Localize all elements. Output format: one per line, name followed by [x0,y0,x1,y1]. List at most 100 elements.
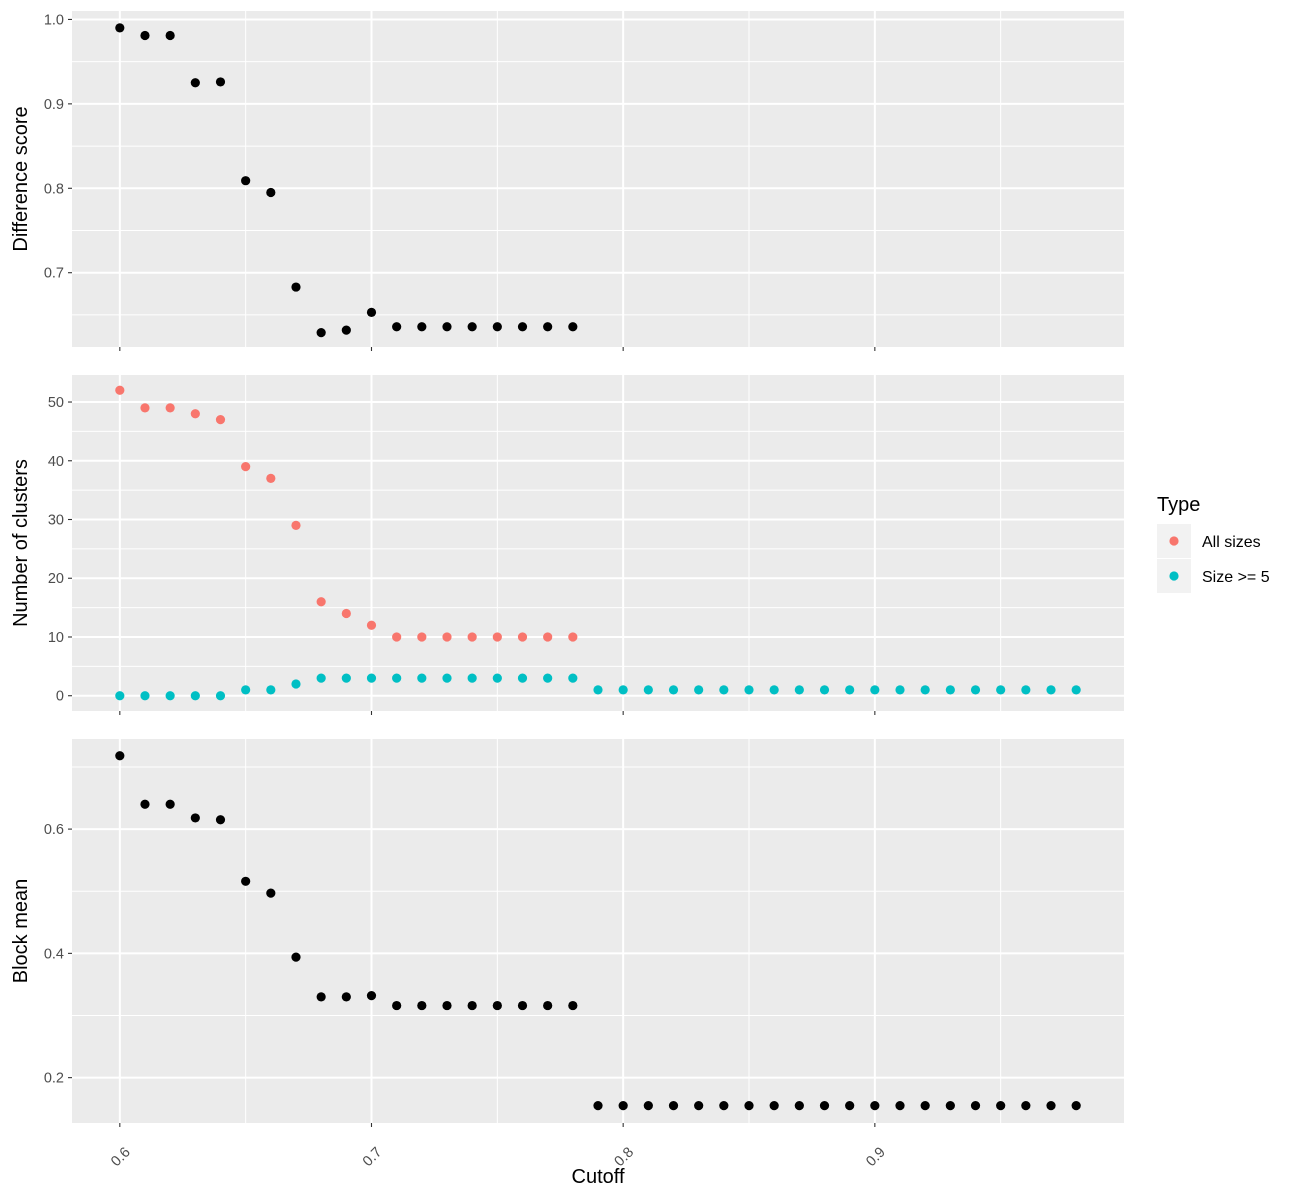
data-point [819,685,830,695]
data-point [643,685,653,695]
data-point [970,1101,981,1111]
data-point [392,1000,402,1011]
data-point [341,608,351,619]
y-tick-label: 40 [48,454,64,470]
data-point [392,673,402,683]
data-point [366,673,377,683]
data-point [140,30,150,41]
y-tick-label: 0.2 [44,1071,64,1087]
data-point [492,1000,502,1011]
data-point [668,1101,679,1111]
series-points [115,23,578,338]
data-point [618,1101,628,1111]
data-point [392,322,402,332]
data-point [543,632,553,642]
data-point [215,415,226,425]
data-point [593,685,603,695]
data-point [417,673,427,683]
data-point [215,815,226,825]
y-axis-title: Difference score [10,106,32,251]
data-point [316,328,326,338]
data-point [266,473,276,483]
data-point [291,520,301,530]
data-point [140,799,150,809]
data-point [165,30,175,41]
data-point [694,685,704,695]
panels: 0.7 0.8 0.9 1.0 Difference score 0 10 20 30 40 50 N… [10,11,1124,1170]
data-point [316,992,326,1002]
y-tick-label: 10 [48,630,64,646]
data-point [417,632,427,642]
data-point [392,632,402,642]
data-point [442,673,452,683]
data-point [115,385,125,395]
data-point [266,888,276,898]
panel-clusters: 0 10 20 30 40 50 Number of clusters [10,375,1124,715]
data-point [1021,685,1031,695]
y-tick-label: 0.6 [44,822,64,838]
y-tick-label: 1.0 [44,12,64,28]
data-point [819,1101,830,1111]
data-point [794,1101,804,1111]
data-point [316,597,326,607]
data-point [744,685,754,695]
legend-key-size-5 [1169,571,1179,581]
data-point [442,632,452,642]
data-point [1046,1101,1056,1111]
data-point [517,1000,528,1011]
y-tick-label: 20 [48,571,64,587]
data-point [870,685,880,695]
data-point [190,78,200,88]
data-point [115,751,125,761]
data-point [920,1101,930,1111]
data-point [794,685,804,695]
data-point [190,409,200,419]
data-point [744,1101,754,1111]
data-point [492,632,502,642]
y-tick-label: 0 [56,689,64,705]
data-point [467,673,477,683]
data-point [291,679,301,689]
data-point [241,685,251,695]
data-point [417,322,427,332]
data-point [442,322,452,332]
data-point [618,685,628,695]
data-point [719,1101,729,1111]
data-point [870,1101,880,1111]
x-tick-label: 0.6 [108,1144,134,1170]
panel-difference: 0.7 0.8 0.9 1.0 Difference score [10,11,1124,351]
data-point [1046,685,1056,695]
legend-label-size-5: Size >= 5 [1202,569,1270,586]
data-point [165,691,175,701]
data-point [241,876,251,886]
data-point [241,176,251,186]
data-point [1021,1101,1031,1111]
data-point [190,813,200,823]
data-point [895,685,905,695]
data-point [190,691,200,701]
data-point [442,1000,452,1011]
data-point [920,685,930,695]
data-point [165,403,175,413]
y-tick-label: 30 [48,513,64,529]
data-point [543,1000,553,1011]
data-point [115,23,125,33]
x-tick-label: 0.7 [360,1144,386,1170]
y-axis-title: Number of clusters [10,459,32,627]
data-point [165,799,175,809]
data-point [996,685,1006,695]
data-point [266,685,276,695]
data-point [291,282,301,292]
x-axis-title: Cutoff [572,1166,625,1188]
data-point [719,685,729,695]
data-point [845,685,855,695]
panel-background [72,375,1124,711]
data-point [945,1101,955,1111]
data-point [492,673,502,683]
data-point [543,322,553,332]
data-point [366,307,377,317]
y-axis-title: Block mean [10,879,32,984]
data-point [115,691,125,701]
